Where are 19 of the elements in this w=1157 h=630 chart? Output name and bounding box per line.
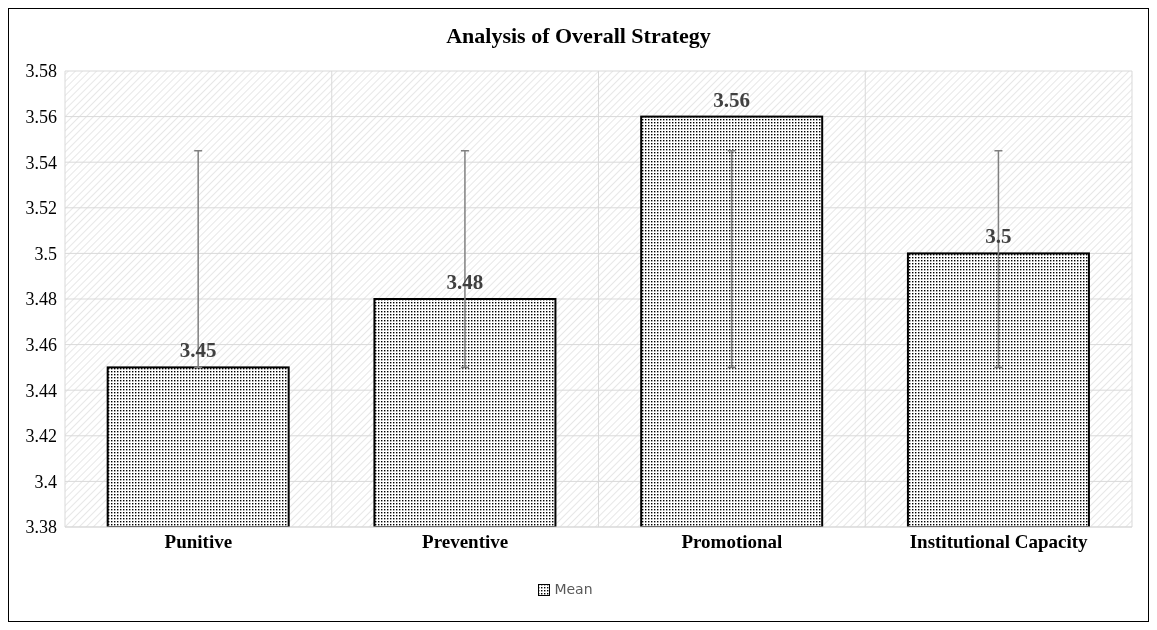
x-tick-label: Promotional <box>681 531 783 553</box>
y-tick-label: 3.52 <box>25 198 57 219</box>
y-tick-label: 3.38 <box>25 517 57 538</box>
x-tick-label: Punitive <box>164 531 233 553</box>
x-tick-label: Institutional Capacity <box>909 531 1089 553</box>
x-tick-label: Preventive <box>422 531 509 553</box>
y-tick-label: 3.5 <box>34 243 57 264</box>
chart-title: Analysis of Overall Strategy <box>445 22 712 50</box>
y-tick-label: 3.42 <box>25 426 57 447</box>
y-tick-label: 3.4 <box>34 471 57 492</box>
y-tick-label: 3.48 <box>25 289 57 310</box>
y-tick-label: 3.44 <box>25 380 57 401</box>
legend-label: Mean <box>553 581 593 597</box>
y-tick-label: 3.54 <box>25 152 57 173</box>
data-label: 3.48 <box>446 270 484 294</box>
y-tick-label: 3.58 <box>25 61 57 82</box>
y-tick-label: 3.46 <box>25 334 57 355</box>
data-label: 3.56 <box>713 87 751 112</box>
y-tick-label: 3.56 <box>25 106 57 127</box>
